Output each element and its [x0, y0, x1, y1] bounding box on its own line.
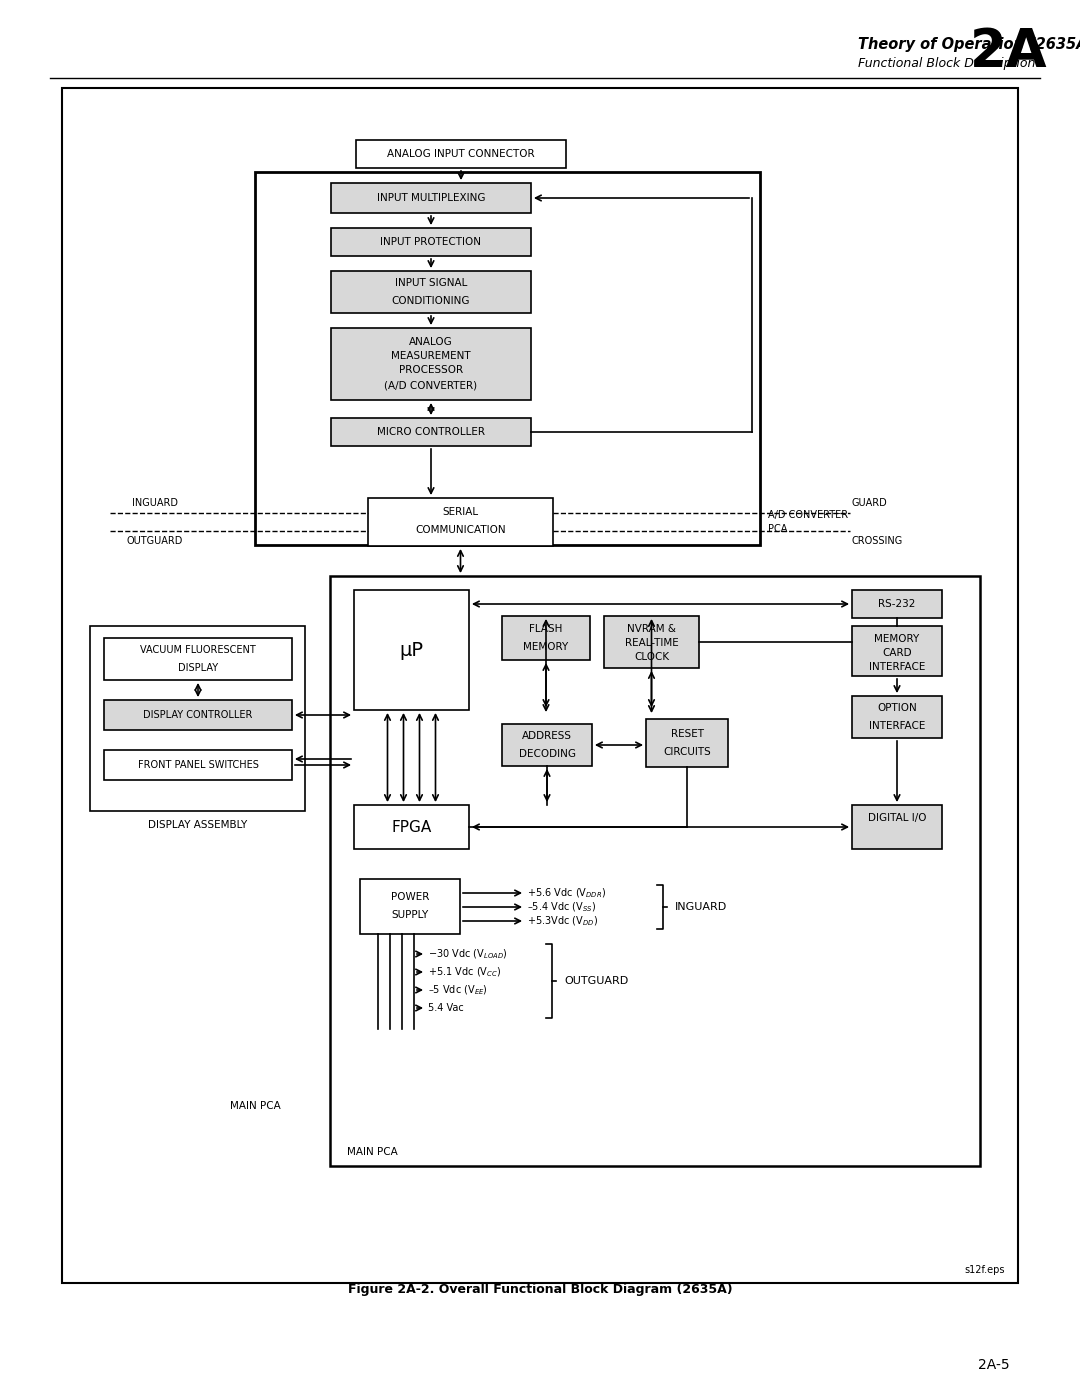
Text: CONDITIONING: CONDITIONING [392, 296, 470, 306]
Text: DISPLAY ASSEMBLY: DISPLAY ASSEMBLY [148, 820, 247, 830]
Bar [356, 140, 566, 168]
Text: DISPLAY: DISPLAY [178, 664, 218, 673]
Bar [330, 418, 531, 446]
Text: MICRO CONTROLLER: MICRO CONTROLLER [377, 427, 485, 437]
Text: GUARD: GUARD [852, 497, 888, 509]
Text: OPTION: OPTION [877, 703, 917, 712]
Text: CROSSING: CROSSING [852, 536, 903, 546]
Text: NVRAM &: NVRAM & [627, 624, 676, 634]
Bar [330, 576, 980, 1166]
Text: RS-232: RS-232 [878, 599, 916, 609]
Text: 2A-5: 2A-5 [978, 1358, 1010, 1372]
Text: (A/D CONVERTER): (A/D CONVERTER) [384, 380, 477, 390]
Text: MAIN PCA: MAIN PCA [230, 1101, 281, 1111]
Text: INPUT SIGNAL: INPUT SIGNAL [395, 278, 468, 288]
Bar [604, 616, 699, 668]
Bar [330, 228, 531, 256]
Text: OUTGUARD: OUTGUARD [564, 977, 629, 986]
Text: DECODING: DECODING [518, 749, 576, 759]
Bar [330, 183, 531, 212]
Text: –5 Vdc (V$_{EE}$): –5 Vdc (V$_{EE}$) [428, 983, 488, 997]
Bar [104, 750, 292, 780]
Text: CARD: CARD [882, 648, 912, 658]
Text: DISPLAY CONTROLLER: DISPLAY CONTROLLER [144, 710, 253, 719]
Bar [90, 626, 305, 812]
Text: INPUT MULTIPLEXING: INPUT MULTIPLEXING [377, 193, 485, 203]
Bar [360, 879, 460, 935]
Bar [646, 719, 728, 767]
Text: INPUT PROTECTION: INPUT PROTECTION [380, 237, 482, 247]
Text: FRONT PANEL SWITCHES: FRONT PANEL SWITCHES [137, 760, 258, 770]
Text: μP: μP [400, 640, 423, 659]
Text: ADDRESS: ADDRESS [522, 731, 572, 740]
Text: PCA: PCA [768, 524, 787, 534]
Text: +5.6 Vdc (V$_{DDR}$): +5.6 Vdc (V$_{DDR}$) [527, 886, 606, 900]
Text: +5.3Vdc (V$_{DD}$): +5.3Vdc (V$_{DD}$) [527, 914, 598, 928]
Bar [852, 590, 942, 617]
Bar [255, 172, 760, 545]
Text: 2A: 2A [970, 27, 1048, 78]
Text: CLOCK: CLOCK [634, 652, 670, 662]
Text: PROCESSOR: PROCESSOR [399, 365, 463, 374]
Text: CIRCUITS: CIRCUITS [663, 747, 711, 757]
Text: –5.4 Vdc (V$_{SS}$): –5.4 Vdc (V$_{SS}$) [527, 900, 596, 914]
Text: OUTGUARD: OUTGUARD [126, 536, 184, 546]
Text: FLASH: FLASH [529, 624, 563, 634]
Text: POWER: POWER [391, 893, 429, 902]
Text: INGUARD: INGUARD [132, 497, 178, 509]
Bar [62, 88, 1018, 1282]
Text: COMMUNICATION: COMMUNICATION [415, 525, 505, 535]
Text: SUPPLY: SUPPLY [391, 911, 429, 921]
Bar [502, 724, 592, 766]
Text: −30 Vdc (V$_{LOAD}$): −30 Vdc (V$_{LOAD}$) [428, 947, 508, 961]
Text: s12f.eps: s12f.eps [964, 1266, 1005, 1275]
Text: Theory of Operation (2635A): Theory of Operation (2635A) [858, 38, 1080, 53]
Text: VACUUM FLUORESCENT: VACUUM FLUORESCENT [140, 645, 256, 655]
Text: ANALOG INPUT CONNECTOR: ANALOG INPUT CONNECTOR [388, 149, 535, 159]
Text: Figure 2A-2. Overall Functional Block Diagram (2635A): Figure 2A-2. Overall Functional Block Di… [348, 1284, 732, 1296]
Bar [354, 590, 469, 710]
Bar [368, 497, 553, 546]
Text: +5.1 Vdc (V$_{CC}$): +5.1 Vdc (V$_{CC}$) [428, 965, 501, 979]
Text: MEMORY: MEMORY [875, 634, 920, 644]
Bar [852, 805, 942, 849]
Bar [852, 696, 942, 738]
Text: INTERFACE: INTERFACE [868, 662, 926, 672]
Text: REAL-TIME: REAL-TIME [624, 638, 678, 648]
Bar [330, 271, 531, 313]
Text: MEASUREMENT: MEASUREMENT [391, 351, 471, 360]
Bar [330, 328, 531, 400]
Text: 5.4 Vac: 5.4 Vac [428, 1003, 463, 1013]
Text: SERIAL: SERIAL [443, 507, 478, 517]
Text: INGUARD: INGUARD [675, 902, 727, 912]
Text: INTERFACE: INTERFACE [868, 721, 926, 731]
Text: Functional Block Description: Functional Block Description [858, 56, 1036, 70]
Bar [104, 700, 292, 731]
Bar [104, 638, 292, 680]
Bar [354, 805, 469, 849]
Text: MAIN PCA: MAIN PCA [347, 1147, 397, 1157]
Text: FPGA: FPGA [391, 820, 432, 834]
Text: MEMORY: MEMORY [524, 643, 569, 652]
Bar [852, 626, 942, 676]
Bar [502, 616, 590, 659]
Text: DIGITAL I/O: DIGITAL I/O [867, 813, 927, 823]
Text: A/D CONVERTER: A/D CONVERTER [768, 510, 848, 520]
Text: RESET: RESET [671, 729, 703, 739]
Text: ANALOG: ANALOG [409, 337, 453, 346]
